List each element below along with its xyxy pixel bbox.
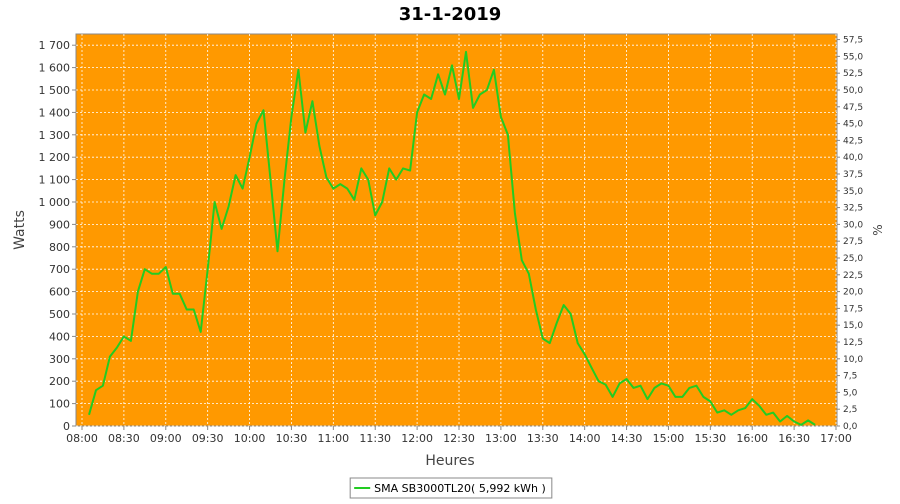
y2-tick-label: 7,5 (843, 372, 857, 382)
x-tick-label: 15:30 (694, 432, 726, 445)
y2-tick-label: 40,0 (843, 153, 863, 163)
x-tick-label: 08:30 (108, 432, 140, 445)
x-tick-label: 09:30 (192, 432, 224, 445)
y2-tick-label: 57,5 (843, 36, 863, 46)
y2-tick-label: 35,0 (843, 187, 863, 197)
y-tick-label: 1 300 (39, 129, 71, 142)
y-tick-label: 1 100 (39, 174, 71, 187)
y-tick-label: 1 000 (39, 196, 71, 209)
y2-tick-label: 50,0 (843, 86, 863, 96)
y2-tick-label: 15,0 (843, 321, 863, 331)
y2-tick-label: 32,5 (843, 204, 863, 214)
y2-tick-label: 0,0 (843, 422, 858, 432)
data-line (88, 50, 816, 426)
x-tick-label: 17:00 (820, 432, 852, 445)
chart-title: 31-1-2019 (399, 4, 502, 25)
y2-tick-label: 25,0 (843, 254, 863, 264)
y-tick-label: 1 200 (39, 151, 71, 164)
plot-area (75, 33, 838, 427)
y-axis-label: Watts (12, 210, 28, 250)
x-tick-label: 11:00 (317, 432, 349, 445)
legend-label: SMA SB3000TL20( 5,992 kWh ) (374, 482, 546, 495)
y2-tick-label: 5,0 (843, 388, 858, 398)
y2-tick-label: 55,0 (843, 52, 863, 62)
x-tick-label: 16:00 (736, 432, 768, 445)
y2-tick-label: 2,5 (843, 405, 857, 415)
y-tick-label: 100 (49, 398, 70, 411)
x-tick-label: 10:00 (234, 432, 266, 445)
x-tick-label: 11:30 (359, 432, 391, 445)
y2-tick-label: 17,5 (843, 304, 863, 314)
x-tick-label: 09:00 (150, 432, 182, 445)
y-tick-label: 1 400 (39, 106, 71, 119)
x-tick-label: 12:30 (443, 432, 475, 445)
legend-box (349, 477, 553, 499)
y-tick-label: 400 (49, 330, 70, 343)
legend: SMA SB3000TL20( 5,992 kWh ) (354, 482, 546, 495)
y2-tick-label: 42,5 (843, 136, 863, 146)
y-tick-label: 0 (63, 420, 70, 433)
y2-tick-label: 10,0 (843, 355, 863, 365)
y-tick-label: 900 (49, 218, 70, 231)
y-tick-label: 200 (49, 375, 70, 388)
y-tick-label: 500 (49, 308, 70, 321)
x-tick-label: 10:30 (276, 432, 308, 445)
y2-tick-label: 37,5 (843, 170, 863, 180)
y-tick-label: 600 (49, 286, 70, 299)
y-tick-label: 800 (49, 241, 70, 254)
y2-tick-label: 20,0 (843, 288, 863, 298)
y-tick-label: 300 (49, 353, 70, 366)
y2-tick-label: 45,0 (843, 120, 863, 130)
y2-tick-label: 30,0 (843, 220, 863, 230)
x-tick-label: 14:00 (569, 432, 601, 445)
y-tick-label: 1 500 (39, 84, 71, 97)
x-tick-label: 15:00 (653, 432, 685, 445)
x-tick-label: 13:30 (527, 432, 559, 445)
x-tick-label: 13:00 (485, 432, 517, 445)
x-tick-label: 16:30 (778, 432, 810, 445)
y2-tick-label: 52,5 (843, 69, 863, 79)
y-tick-label: 700 (49, 263, 70, 276)
y2-tick-label: 12,5 (843, 338, 863, 348)
y2-tick-label: 22,5 (843, 271, 863, 281)
y-tick-label: 1 700 (39, 39, 71, 52)
y2-tick-label: 47,5 (843, 103, 863, 113)
y2-tick-label: 27,5 (843, 237, 863, 247)
x-tick-label: 12:00 (401, 432, 433, 445)
x-axis-label: Heures (425, 453, 474, 469)
x-tick-label: 08:00 (66, 432, 98, 445)
x-tick-label: 14:30 (611, 432, 643, 445)
y-tick-label: 1 600 (39, 62, 71, 75)
y2-axis-label: % (871, 224, 885, 235)
